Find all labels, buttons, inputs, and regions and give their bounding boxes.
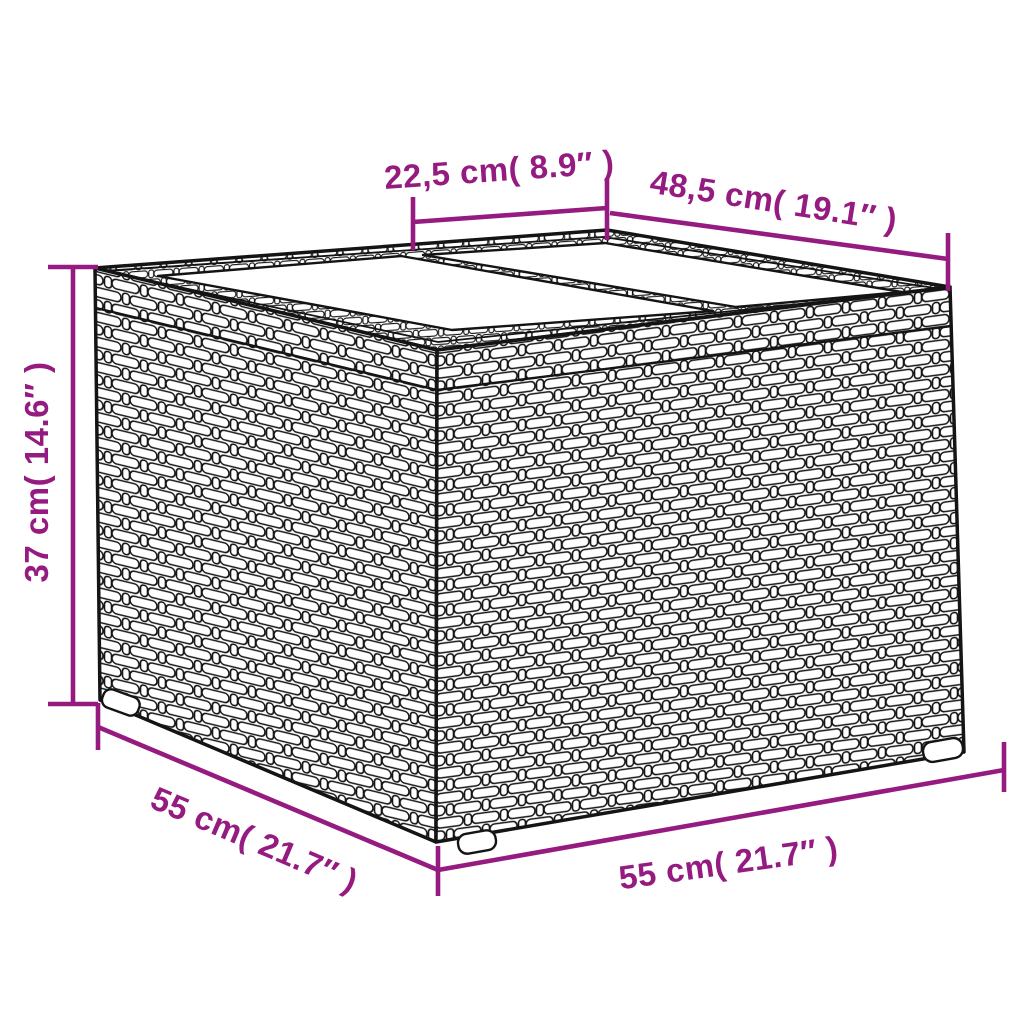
table-left-face (93, 266, 439, 844)
foot-front (456, 829, 498, 855)
dim-table-depth (95, 703, 441, 896)
label-table-height: 37 cm( 14.6″ ) (18, 362, 55, 583)
dim-glass-panel-width (410, 178, 610, 250)
rim-seam-left (95, 306, 438, 392)
table-drawing (93, 228, 966, 855)
foot-left (100, 688, 141, 717)
label-table-width: 55 cm( 21.7″ ) (616, 829, 840, 896)
dim-glass-top-width (609, 210, 951, 291)
glass-panel-left (156, 254, 715, 332)
table-right-face (434, 285, 966, 844)
dim-table-height (48, 264, 98, 707)
dimension-line-panel (412, 205, 608, 225)
dimension-line-depth (97, 724, 439, 873)
dimension-lines (48, 178, 1007, 896)
dimension-line-width (437, 767, 1005, 873)
foot-right (921, 736, 965, 764)
table-feet (100, 688, 965, 855)
label-glass-top-width: 48,5 cm( 19.1″ ) (648, 163, 900, 239)
dim-table-width (437, 742, 1007, 873)
dimension-line-glass-top (609, 210, 949, 262)
label-glass-panel-width: 22,5 cm( 8.9″ ) (383, 143, 616, 196)
rim-seam-right (436, 324, 952, 392)
